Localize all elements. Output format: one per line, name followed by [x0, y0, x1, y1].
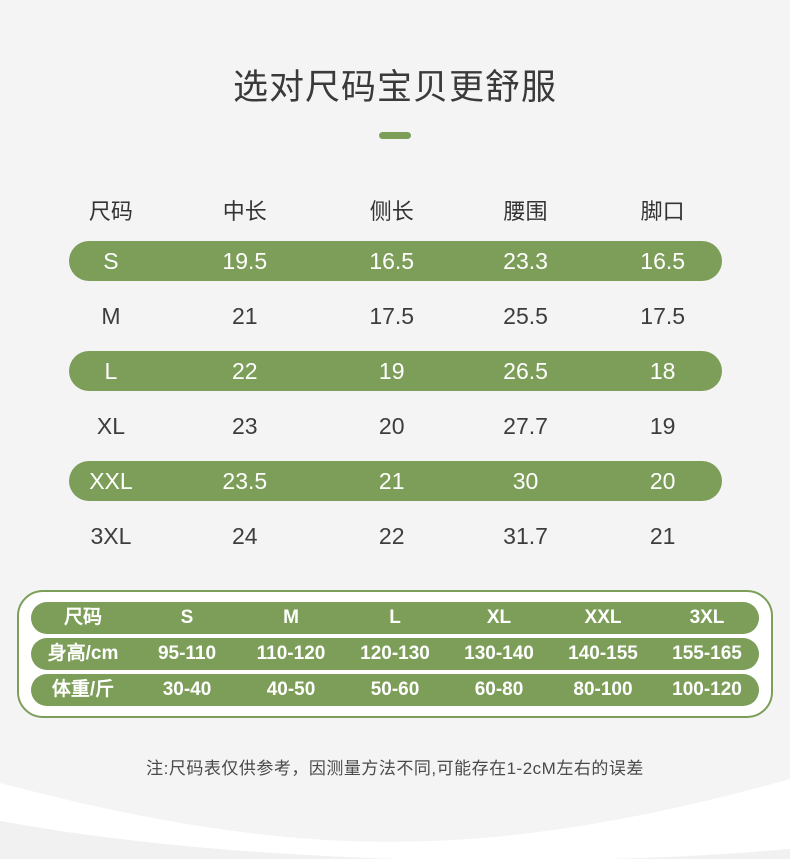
size-cell: 20	[378, 413, 405, 439]
size-cell: 19	[649, 413, 676, 439]
reference-cell: 40-50	[266, 679, 316, 700]
reference-cell: 3XL	[689, 607, 725, 628]
reference-cell: 50-60	[370, 679, 420, 700]
size-label: XL	[96, 413, 125, 439]
reference-cell: 110-120	[256, 643, 326, 664]
reference-cell: 120-130	[360, 643, 430, 664]
size-cell: 20	[649, 468, 676, 494]
reference-cell: 60-80	[474, 679, 524, 700]
size-cell: 17.5	[369, 303, 415, 329]
reference-row-weight: 体重/斤 30-40 40-50 50-60 60-80 80-100 100-…	[31, 674, 759, 706]
reference-cell: 130-140	[464, 643, 534, 664]
reference-cell: L	[389, 607, 401, 628]
reference-row-label: 身高/cm	[47, 643, 119, 664]
size-row-m: M 21 17.5 25.5 17.5	[69, 296, 722, 336]
size-cell: 23.5	[222, 468, 268, 494]
size-cell: 23	[231, 413, 258, 439]
size-table-header: 尺码 中长 侧长 腰围 脚口	[69, 191, 722, 233]
size-cell: 27.7	[503, 413, 548, 439]
size-cell: 17.5	[640, 303, 686, 329]
size-row-l: L 22 19 26.5 18	[68, 351, 722, 391]
reference-row-label: 尺码	[63, 607, 102, 628]
size-label: S	[103, 248, 119, 274]
size-cell: 25.5	[503, 303, 548, 329]
reference-row-size: 尺码 S M L XL XXL 3XL	[31, 602, 759, 634]
size-cell: 21	[378, 468, 405, 494]
size-table: 尺码 中长 侧长 腰围 脚口 S 19.5 16.5 23.3 16.5 M 2…	[68, 191, 722, 556]
page-title: 选对尺码宝贝更舒服	[232, 68, 557, 107]
size-cell: 24	[231, 523, 258, 549]
size-row-xl: XL 23 20 27.7 19	[69, 406, 722, 446]
wave-decoration	[0, 779, 790, 859]
size-label: 3XL	[90, 523, 132, 549]
header-cell-leg-opening: 脚口	[640, 199, 685, 224]
size-row-s: S 19.5 16.5 23.3 16.5	[68, 241, 722, 281]
size-label: M	[101, 303, 121, 329]
size-cell: 22	[378, 523, 405, 549]
size-row-3xl: 3XL 24 22 31.7 21	[69, 516, 722, 556]
header-cell-mid-length: 中长	[222, 199, 267, 224]
reference-cell: 80-100	[573, 679, 633, 700]
reference-size-chart: 尺码 S M L XL XXL 3XL 身高/cm 95-110 110-120…	[17, 590, 773, 718]
size-row-xxl: XXL 23.5 21 30 20	[68, 461, 722, 501]
size-cell: 30	[512, 468, 539, 494]
reference-cell: M	[283, 607, 299, 628]
size-cell: 21	[649, 523, 676, 549]
size-cell: 21	[231, 303, 258, 329]
reference-cell: S	[180, 607, 194, 628]
reference-cell: 155-165	[672, 643, 742, 664]
size-cell: 19.5	[222, 248, 268, 274]
reference-cell: XXL	[584, 607, 622, 628]
size-cell: 26.5	[503, 358, 548, 384]
header-cell-side-length: 侧长	[369, 199, 414, 224]
size-cell: 16.5	[369, 248, 415, 274]
size-label: XXL	[89, 468, 133, 494]
size-cell: 18	[649, 358, 676, 384]
header-cell-size: 尺码	[88, 199, 133, 224]
size-cell: 22	[231, 358, 258, 384]
reference-cell: 100-120	[672, 679, 742, 700]
title-underline-dash	[379, 132, 411, 139]
reference-cell: XL	[486, 607, 512, 628]
header-cell-waist: 腰围	[503, 199, 548, 224]
reference-cell: 140-155	[568, 643, 638, 664]
size-label: L	[104, 358, 118, 384]
size-cell: 31.7	[503, 523, 548, 549]
size-cell: 16.5	[640, 248, 686, 274]
reference-row-height: 身高/cm 95-110 110-120 120-130 130-140 140…	[31, 638, 759, 670]
reference-cell: 30-40	[162, 679, 212, 700]
disclaimer-note: 注:尺码表仅供参考，因测量方法不同,可能存在1-2cM左右的误差	[146, 759, 644, 778]
reference-row-label: 体重/斤	[51, 679, 115, 700]
size-cell: 23.3	[503, 248, 548, 274]
size-cell: 19	[378, 358, 405, 384]
reference-cell: 95-110	[157, 643, 217, 664]
